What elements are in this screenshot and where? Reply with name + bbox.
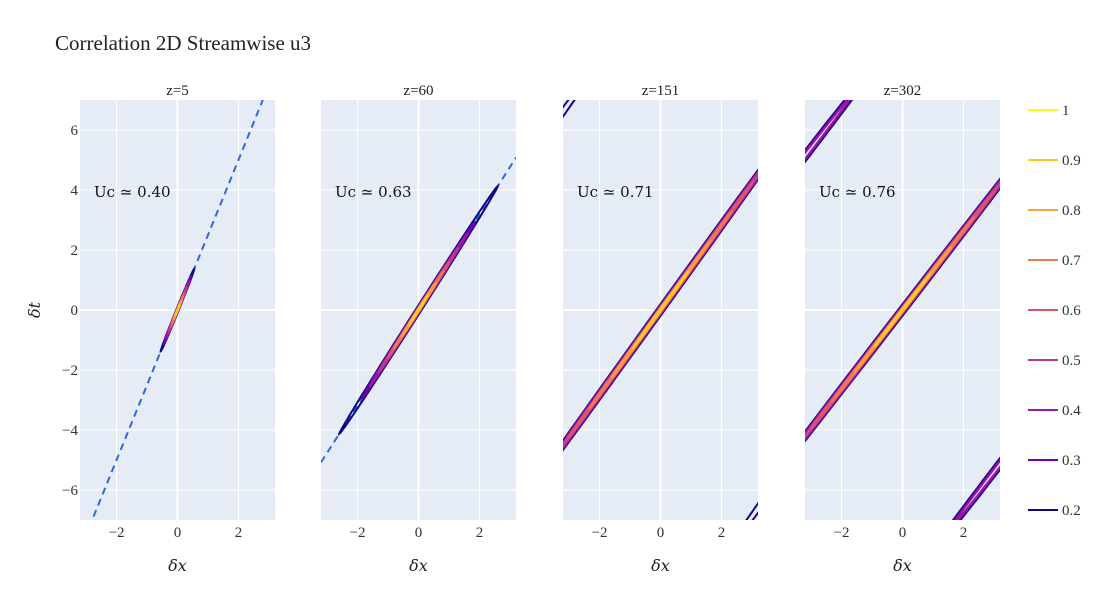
contour-line-7 xyxy=(408,293,429,327)
x-tick-label: −2 xyxy=(350,525,366,541)
subplot-2: z=60 Uc ≃ 0.63 −2 0 2 δx xyxy=(321,83,516,575)
x-tick-label: −2 xyxy=(592,525,608,541)
x-tick-label: −2 xyxy=(109,525,125,541)
legend-item: 0.4 xyxy=(1028,403,1081,419)
y-tick-label: 2 xyxy=(71,243,79,259)
chart-title: Correlation 2D Streamwise u3 xyxy=(55,31,311,55)
convection-velocity-line xyxy=(91,100,264,520)
legend: 1 0.9 0.8 0.7 0.6 0.5 0.4 0.3 0.2 xyxy=(1028,103,1081,519)
subplot-title: z=5 xyxy=(166,83,189,99)
y-tick-label: −4 xyxy=(62,423,78,439)
y-axis-label: δt xyxy=(25,301,44,318)
legend-item: 0.9 xyxy=(1028,153,1081,169)
legend-item: 0.3 xyxy=(1028,453,1081,469)
y-tick-label: 4 xyxy=(71,183,79,199)
uc-annotation: Uc ≃ 0.63 xyxy=(335,183,412,201)
x-axis-label: δx xyxy=(651,556,670,575)
x-tick-label: 2 xyxy=(476,525,484,541)
legend-label: 0.3 xyxy=(1062,453,1081,469)
subplot-1: z=5 Uc ≃ 0.40 −2 0 2 −6 −4 −2 0 2 4 6 δx δt xyxy=(25,83,275,575)
y-tick-label: −2 xyxy=(62,363,78,379)
contour-line-10 xyxy=(805,100,851,161)
x-axis-label: δx xyxy=(893,556,912,575)
subplot-title: z=60 xyxy=(403,83,433,99)
subplots: z=5 Uc ≃ 0.40 −2 0 2 −6 −4 −2 0 2 4 6 δx δt z=60 Uc ≃ 0… xyxy=(25,83,1000,575)
legend-item: 0.7 xyxy=(1028,253,1081,269)
legend-item: 0.5 xyxy=(1028,353,1081,369)
x-tick-label: 2 xyxy=(235,525,243,541)
x-tick-label: −2 xyxy=(834,525,850,541)
legend-item: 0.2 xyxy=(1028,503,1081,519)
uc-annotation: Uc ≃ 0.76 xyxy=(819,183,896,201)
uc-annotation: Uc ≃ 0.71 xyxy=(577,183,654,201)
x-tick-label: 2 xyxy=(960,525,968,541)
legend-label: 0.9 xyxy=(1062,153,1081,169)
legend-label: 0.8 xyxy=(1062,203,1081,219)
y-tick-label: 6 xyxy=(71,123,79,139)
legend-item: 1 xyxy=(1028,103,1070,119)
legend-item: 0.6 xyxy=(1028,303,1081,319)
subplot-title: z=151 xyxy=(642,83,680,99)
subplot-4: z=302 Uc ≃ 0.76 −2 0 2 δx xyxy=(805,83,1000,575)
contour-line-8 xyxy=(805,100,854,164)
x-axis-label: δx xyxy=(168,556,187,575)
x-tick-label: 2 xyxy=(718,525,726,541)
legend-item: 0.8 xyxy=(1028,203,1081,219)
contour-line-7 xyxy=(874,273,931,347)
legend-label: 0.2 xyxy=(1062,503,1081,519)
contour-line-7 xyxy=(632,271,689,349)
contour-line-8 xyxy=(563,100,576,119)
subplot-title: z=302 xyxy=(884,83,922,99)
legend-label: 0.4 xyxy=(1062,403,1081,419)
y-tick-label: −6 xyxy=(62,483,78,499)
legend-label: 0.5 xyxy=(1062,353,1081,369)
subplot-3: z=151 Uc ≃ 0.71 −2 0 2 δx xyxy=(563,83,758,575)
x-axis-label: δx xyxy=(409,556,428,575)
x-tick-label: 0 xyxy=(899,525,907,541)
y-tick-label: 0 xyxy=(71,303,79,319)
contour-line-7 xyxy=(174,303,181,317)
uc-annotation: Uc ≃ 0.40 xyxy=(94,183,171,201)
x-tick-label: 0 xyxy=(415,525,423,541)
legend-label: 0.6 xyxy=(1062,303,1081,319)
x-tick-label: 0 xyxy=(657,525,665,541)
x-tick-label: 0 xyxy=(174,525,182,541)
legend-label: 1 xyxy=(1062,103,1070,119)
legend-label: 0.7 xyxy=(1062,253,1081,269)
